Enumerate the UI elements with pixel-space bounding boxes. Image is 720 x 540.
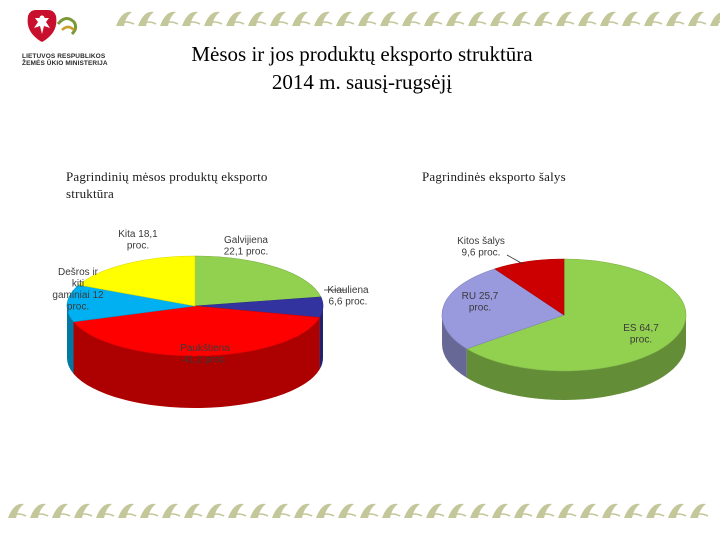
ornament-leaf <box>74 503 93 518</box>
ornament-leaf <box>338 503 357 518</box>
ornament-leaf <box>600 11 619 26</box>
ornament-leaf <box>402 11 421 26</box>
ornament-leaf <box>206 503 225 518</box>
ornament-leaf <box>270 11 289 26</box>
ornament-leaf <box>644 11 663 26</box>
pie-1-slice-kitos-alys <box>494 258 565 316</box>
pie-0-slice-kita <box>78 255 196 307</box>
chart-title-export-countries: Pagrindinės eksporto šalys <box>422 169 566 184</box>
ornament-leaf <box>184 503 203 518</box>
ornament-leaf <box>424 11 443 26</box>
pie-1-data-label-ru: RU 25,7 proc. <box>462 291 499 314</box>
ornament-leaf <box>624 503 643 518</box>
ornament-leaf <box>360 503 379 518</box>
ministry-logo-text: LIETUVOS RESPUBLIKOS ŽEMĖS ŪKIO MINISTER… <box>22 53 112 67</box>
ornament-leaf <box>536 503 555 518</box>
ornament-leaf <box>248 11 267 26</box>
pie-chart-1: ES 64,7 proc. RU 25,7 proc. Kitos šalys 9,6 p… <box>441 236 687 401</box>
pie-1-slice-ru <box>441 268 565 350</box>
ornament-leaf <box>294 503 313 518</box>
pie-0-side-kiauliena <box>319 306 323 370</box>
ornament-leaf <box>556 11 575 26</box>
ornament-leaf <box>118 503 137 518</box>
pie-0-slice-de-ros-ir-kiti-gaminiai <box>66 284 196 323</box>
page-title-line-1: Mėsos ir jos produktų eksporto struktūra <box>191 42 533 66</box>
pie-0-slice-galvijiena <box>194 255 322 307</box>
ornament-leaf <box>182 11 201 26</box>
ministry-coat-of-arms-logo <box>27 10 78 42</box>
ornament-leaf <box>204 11 223 26</box>
ornament-leaf <box>446 11 465 26</box>
pie-0-data-label-kiauliena: Kiauliena 6,6 proc. <box>327 285 369 308</box>
ornament-leaf <box>162 503 181 518</box>
bottom-decorative-band <box>8 503 709 518</box>
ornament-leaf <box>512 11 531 26</box>
ornament-leaf <box>580 503 599 518</box>
page-title: Mėsos ir jos produktų eksporto struktūra… <box>0 40 720 96</box>
pie-0-data-label-galvijiena: Galvijiena 22,1 proc. <box>224 235 269 258</box>
ornament-leaf <box>492 503 511 518</box>
ornament-leaf <box>250 503 269 518</box>
ornament-leaf <box>140 503 159 518</box>
pie-1-slice-es <box>465 258 687 372</box>
ornament-leaf <box>226 11 245 26</box>
ornament-leaf <box>228 503 247 518</box>
ornament-leaf <box>690 503 709 518</box>
ornament-leaf <box>558 503 577 518</box>
ornament-leaf <box>160 11 179 26</box>
ornament-leaf <box>668 503 687 518</box>
ornament-leaf <box>52 503 71 518</box>
ornament-leaf <box>490 11 509 26</box>
ornament-leaf <box>578 11 597 26</box>
ornament-leaf <box>380 11 399 26</box>
ornament-leaf <box>382 503 401 518</box>
ornament-leaf <box>468 11 487 26</box>
ornament-leaf <box>292 11 311 26</box>
ornament-leaf <box>688 11 707 26</box>
ornament-leaf <box>404 503 423 518</box>
ornament-leaf <box>710 12 720 26</box>
pie-0-side-walls <box>67 306 323 408</box>
ornament-leaf <box>448 503 467 518</box>
ornament-leaf <box>426 503 445 518</box>
pie-1-leader-line-2 <box>506 254 524 265</box>
pie-1-side-es <box>466 315 686 401</box>
ornament-leaf <box>666 11 685 26</box>
logo-text-line-1: LIETUVOS RESPUBLIKOS <box>22 53 106 60</box>
pie-0-slice-pauk-tiena <box>72 305 321 357</box>
page-title-line-2: 2014 m. sausį-rugsėjį <box>271 70 453 94</box>
pie-0-data-label-de-ros-ir-kiti-gaminiai: Dešros ir kiti gaminiai 12 proc. <box>52 267 104 313</box>
ornament-leaf <box>514 503 533 518</box>
pie-0-side-pauk-tiena <box>73 317 320 408</box>
ornament-leaf <box>30 503 49 518</box>
pie-1-data-label-kitos-alys: Kitos šalys 9,6 proc. <box>457 236 505 259</box>
pie-0-side-de-ros-ir-kiti-gaminiai <box>67 306 74 374</box>
ornament-leaf <box>470 503 489 518</box>
chart-title-meat-products: Pagrindinių mėsos produktų eksporto stru… <box>66 169 268 201</box>
ornament-leaf <box>8 503 27 518</box>
ornament-leaf <box>336 11 355 26</box>
ornament-leaf <box>622 11 641 26</box>
ornament-leaf <box>358 11 377 26</box>
ornament-leaf <box>138 11 157 26</box>
ornament-leaf <box>316 503 335 518</box>
pie-1-side-walls <box>442 315 686 401</box>
ornament-leaf <box>272 503 291 518</box>
ornament-leaf <box>534 11 553 26</box>
pie-chart-0: Galvijiena 22,1 proc. Kiauliena 6,6 proc. Pa… <box>52 229 369 408</box>
pie-0-data-label-pauk-tiena: Paukštiena 41,2 proc. <box>180 343 230 366</box>
pie-1-data-label-es: ES 64,7 proc. <box>623 323 659 346</box>
top-decorative-band <box>116 11 720 26</box>
logo-text-line-2: ŽEMĖS ŪKIO MINISTERIJA <box>22 60 108 67</box>
ornament-leaf <box>314 11 333 26</box>
ornament-leaf <box>96 503 115 518</box>
ornament-leaf <box>602 503 621 518</box>
pie-1-side-ru <box>442 315 467 378</box>
ornament-leaf <box>646 503 665 518</box>
ornament-leaf <box>116 11 135 26</box>
pie-0-data-label-kita: Kita 18,1 proc. <box>118 229 158 252</box>
